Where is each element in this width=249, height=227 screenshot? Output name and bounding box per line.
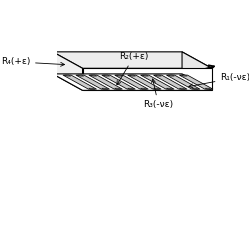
Polygon shape	[76, 75, 110, 89]
Polygon shape	[179, 88, 185, 89]
Polygon shape	[102, 88, 108, 89]
Polygon shape	[102, 75, 135, 89]
Polygon shape	[53, 74, 212, 90]
Polygon shape	[129, 75, 135, 76]
Polygon shape	[83, 68, 212, 90]
Polygon shape	[53, 52, 212, 68]
Polygon shape	[63, 75, 97, 89]
Polygon shape	[115, 75, 148, 89]
Polygon shape	[153, 88, 159, 89]
Polygon shape	[89, 75, 123, 89]
Text: R₃(-νε): R₃(-νε)	[143, 79, 174, 109]
Text: R₄(+ε): R₄(+ε)	[1, 57, 64, 66]
Polygon shape	[89, 88, 95, 89]
Text: R₁(-νε): R₁(-νε)	[189, 73, 249, 88]
Polygon shape	[153, 75, 187, 89]
Polygon shape	[53, 52, 182, 74]
Polygon shape	[117, 75, 123, 76]
Polygon shape	[181, 75, 187, 76]
Polygon shape	[115, 88, 121, 89]
Polygon shape	[140, 88, 146, 89]
Polygon shape	[53, 52, 83, 90]
Polygon shape	[166, 88, 172, 89]
Polygon shape	[142, 75, 148, 76]
Polygon shape	[155, 75, 161, 76]
Polygon shape	[179, 75, 213, 89]
Polygon shape	[127, 75, 161, 89]
Polygon shape	[65, 75, 71, 76]
Polygon shape	[78, 75, 84, 76]
Polygon shape	[140, 75, 174, 89]
Text: R₂(+ε): R₂(+ε)	[117, 52, 149, 85]
Polygon shape	[192, 88, 198, 89]
Polygon shape	[91, 75, 97, 76]
Polygon shape	[104, 75, 110, 76]
Polygon shape	[205, 88, 211, 89]
Polygon shape	[127, 88, 133, 89]
Polygon shape	[168, 75, 174, 76]
Polygon shape	[182, 52, 212, 90]
Polygon shape	[166, 75, 200, 89]
